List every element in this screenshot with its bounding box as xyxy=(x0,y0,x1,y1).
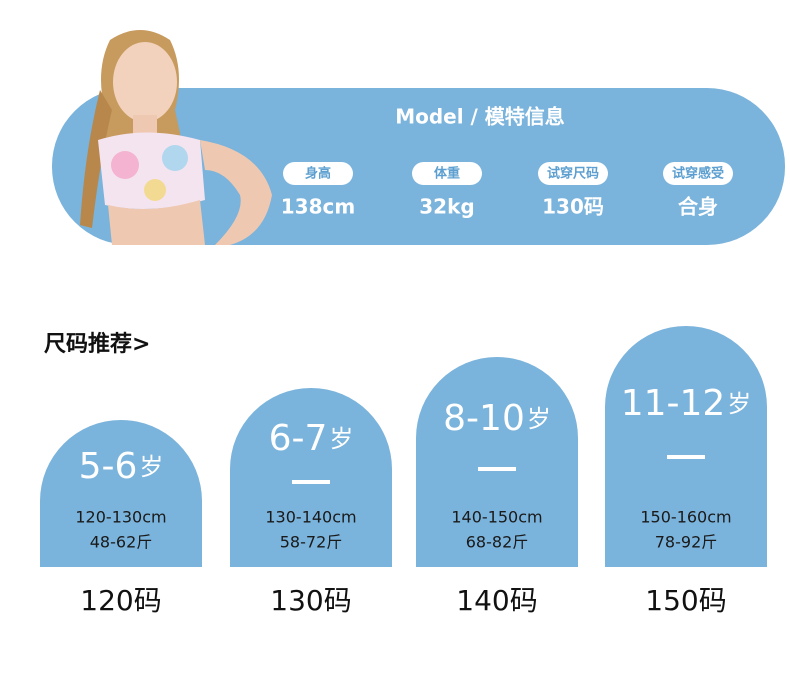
age-range: 8-10岁 xyxy=(443,398,551,439)
divider xyxy=(667,455,705,459)
stat-label: 试穿尺码 xyxy=(547,166,599,182)
size-label: 120码 xyxy=(80,584,161,617)
stat-pill xyxy=(412,162,482,185)
age-range: 5-6岁 xyxy=(79,446,164,487)
size-label: 130码 xyxy=(270,584,351,617)
stat-label: 试穿感受 xyxy=(672,166,724,182)
age-range: 6-7岁 xyxy=(269,418,354,459)
size-label: 150码 xyxy=(645,584,726,617)
stat-label: 体重 xyxy=(434,166,460,182)
stat-label: 身高 xyxy=(305,166,331,182)
stat-pill xyxy=(283,162,353,185)
divider xyxy=(478,467,516,471)
stat-pill xyxy=(663,162,733,185)
stat-value: 32kg xyxy=(419,195,474,219)
age-unit: 岁 xyxy=(727,390,751,418)
divider xyxy=(292,480,330,484)
weight-range: 58-72斤 xyxy=(280,533,343,552)
model-title: Model / 模特信息 xyxy=(395,105,565,129)
size-card xyxy=(40,420,202,567)
age-number: 5-6 xyxy=(79,446,138,487)
model-photo xyxy=(80,30,272,245)
age-unit: 岁 xyxy=(527,405,551,433)
weight-range: 48-62斤 xyxy=(90,533,153,552)
weight-range: 68-82斤 xyxy=(466,533,529,552)
stat-value: 130码 xyxy=(542,195,604,219)
weight-range: 78-92斤 xyxy=(655,533,718,552)
height-range: 150-160cm xyxy=(640,508,731,527)
section-heading: 尺码推荐> xyxy=(44,331,150,357)
stat-pill xyxy=(538,162,608,185)
size-card xyxy=(416,357,578,567)
height-range: 120-130cm xyxy=(75,508,166,527)
stat-value: 138cm xyxy=(281,195,355,219)
height-range: 130-140cm xyxy=(265,508,356,527)
size-card xyxy=(230,388,392,567)
age-number: 8-10 xyxy=(443,398,525,439)
age-unit: 岁 xyxy=(139,453,163,481)
size-label: 140码 xyxy=(456,584,537,617)
stat-value: 合身 xyxy=(678,195,718,219)
age-range: 11-12岁 xyxy=(621,383,752,424)
age-number: 11-12 xyxy=(621,383,726,424)
age-unit: 岁 xyxy=(329,425,353,453)
height-range: 140-150cm xyxy=(451,508,542,527)
size-card xyxy=(605,326,767,567)
age-number: 6-7 xyxy=(269,418,328,459)
